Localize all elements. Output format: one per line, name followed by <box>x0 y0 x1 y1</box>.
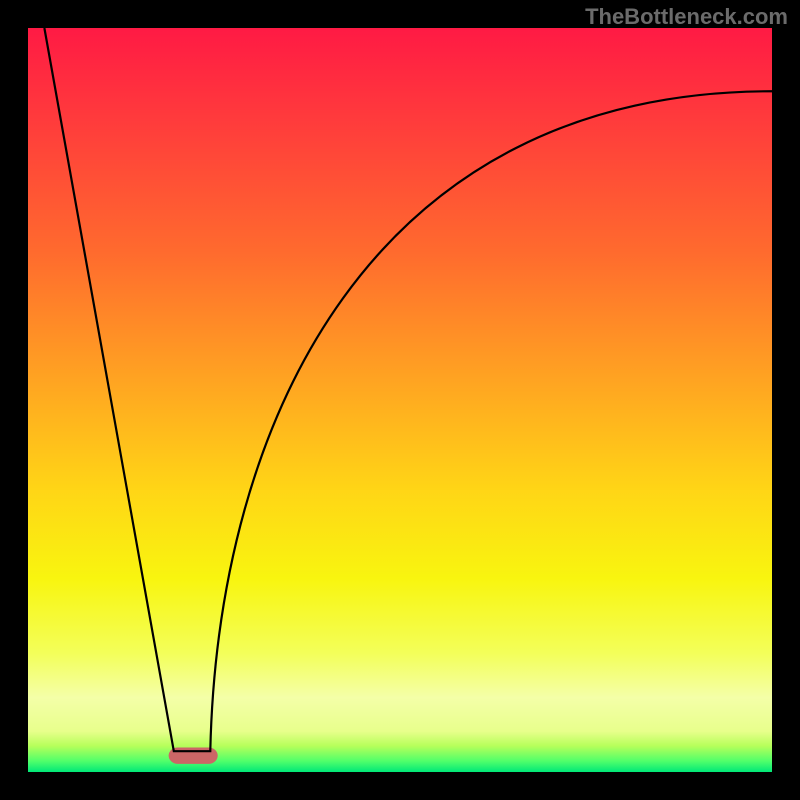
bottleneck-chart <box>0 0 800 800</box>
chart-plot-area <box>28 28 772 772</box>
chart-container: { "watermark": { "text": "TheBottleneck.… <box>0 0 800 800</box>
watermark-text: TheBottleneck.com <box>585 4 788 30</box>
